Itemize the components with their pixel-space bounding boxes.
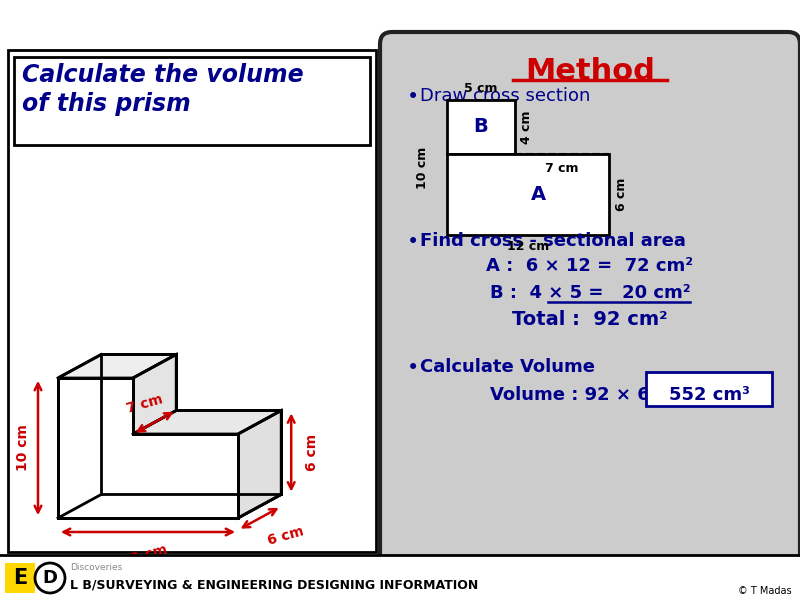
Text: B: B (474, 118, 488, 136)
Text: 12 cm: 12 cm (119, 542, 169, 568)
Text: Total :  92 cm²: Total : 92 cm² (512, 310, 668, 329)
Text: 7 cm: 7 cm (125, 392, 164, 416)
Bar (5, 563, 35, 593)
Text: •: • (407, 358, 419, 378)
Bar (8, 50, 376, 552)
Text: A: A (530, 185, 546, 204)
Text: Find cross - sectional area: Find cross - sectional area (420, 232, 686, 250)
Bar (447, 154, 609, 235)
Polygon shape (58, 494, 282, 518)
Text: •: • (407, 87, 419, 107)
FancyBboxPatch shape (380, 32, 800, 590)
Bar (447, 100, 514, 154)
Text: 5 cm: 5 cm (464, 82, 498, 95)
Text: L B/SURVEYING & ENGINEERING DESIGNING INFORMATION: L B/SURVEYING & ENGINEERING DESIGNING IN… (70, 578, 478, 592)
Text: 6 cm: 6 cm (306, 434, 319, 471)
Text: Calculate Volume: Calculate Volume (420, 358, 595, 376)
Polygon shape (133, 355, 176, 434)
Text: D: D (42, 569, 58, 587)
Text: 10 cm: 10 cm (417, 146, 430, 188)
Text: 10 cm: 10 cm (16, 425, 30, 472)
Polygon shape (58, 355, 176, 378)
Text: 4 cm: 4 cm (521, 110, 534, 144)
Text: Discoveries: Discoveries (70, 563, 122, 572)
Text: Method: Method (525, 57, 655, 86)
Text: E: E (13, 568, 27, 588)
Text: Calculate the volume
of this prism: Calculate the volume of this prism (22, 63, 304, 116)
Text: 6 cm: 6 cm (266, 524, 305, 548)
Text: Draw cross section: Draw cross section (420, 87, 590, 105)
Bar (0, 555, 800, 600)
Polygon shape (133, 410, 282, 434)
Text: •: • (407, 232, 419, 252)
Text: 552 cm³: 552 cm³ (669, 386, 750, 404)
Text: B :  4 × 5 =   20 cm²: B : 4 × 5 = 20 cm² (490, 284, 690, 302)
Bar (14, 57, 370, 145)
Text: 12 cm: 12 cm (507, 240, 549, 253)
Polygon shape (58, 378, 238, 518)
Polygon shape (238, 410, 282, 518)
Text: 7 cm: 7 cm (545, 162, 578, 175)
Text: 6 cm: 6 cm (615, 178, 628, 211)
Text: © T Madas: © T Madas (738, 586, 792, 596)
Text: A :  6 × 12 =  72 cm²: A : 6 × 12 = 72 cm² (486, 257, 694, 275)
FancyBboxPatch shape (646, 372, 772, 406)
Text: Volume : 92 × 6 =: Volume : 92 × 6 = (490, 386, 678, 404)
Circle shape (35, 563, 65, 593)
Polygon shape (101, 355, 282, 494)
